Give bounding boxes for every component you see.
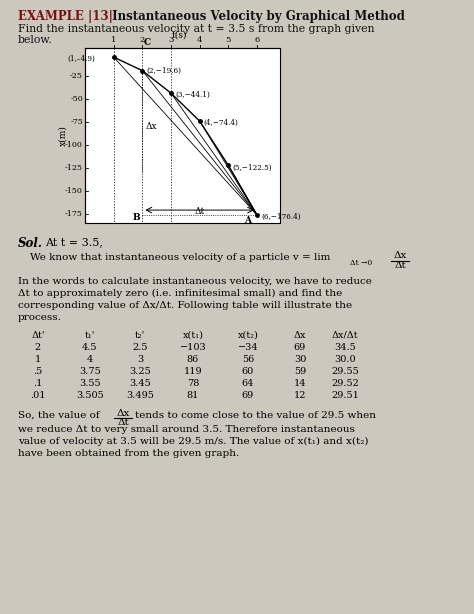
Text: Δt: Δt (394, 261, 406, 270)
Text: 56: 56 (242, 355, 254, 364)
Text: Δx: Δx (294, 331, 306, 340)
Text: .5: .5 (33, 367, 43, 376)
Text: 3: 3 (137, 355, 143, 364)
Text: 81: 81 (187, 391, 199, 400)
Text: −103: −103 (180, 343, 206, 352)
Text: Δx: Δx (146, 122, 157, 131)
Text: -75: -75 (70, 118, 83, 126)
Text: 69: 69 (242, 391, 254, 400)
Text: Δx: Δx (116, 409, 130, 418)
Text: -50: -50 (70, 95, 83, 103)
Text: -175: -175 (65, 210, 83, 218)
Text: In the words to calculate instantaneous velocity, we have to reduce: In the words to calculate instantaneous … (18, 277, 372, 286)
Text: 3: 3 (168, 36, 173, 44)
Text: below.: below. (18, 35, 53, 45)
Text: 5: 5 (226, 36, 231, 44)
Text: Δt': Δt' (31, 331, 45, 340)
Text: Δx/Δt: Δx/Δt (332, 331, 358, 340)
Text: -150: -150 (65, 187, 83, 195)
Text: process.: process. (18, 313, 62, 322)
Text: we reduce Δt to very small around 3.5. Therefore instantaneous: we reduce Δt to very small around 3.5. T… (18, 425, 355, 434)
Text: 59: 59 (294, 367, 306, 376)
Text: 2.5: 2.5 (132, 343, 148, 352)
Text: 86: 86 (187, 355, 199, 364)
Text: Δx: Δx (393, 251, 407, 260)
Text: -25: -25 (70, 72, 83, 80)
Text: 1: 1 (35, 355, 41, 364)
Text: 2: 2 (140, 36, 145, 44)
Bar (85, 48, 280, 223)
Text: So, the value of: So, the value of (18, 411, 100, 420)
Text: 1: 1 (111, 36, 116, 44)
Text: 4: 4 (87, 355, 93, 364)
Text: C: C (143, 38, 150, 47)
Text: Instantaneous Velocity by Graphical Method: Instantaneous Velocity by Graphical Meth… (108, 10, 405, 23)
Text: (4,−74.4): (4,−74.4) (204, 119, 238, 127)
Text: x(t₁): x(t₁) (182, 331, 203, 340)
Text: have been obtained from the given graph.: have been obtained from the given graph. (18, 449, 239, 458)
Text: We know that instantaneous velocity of a particle v = lim: We know that instantaneous velocity of a… (30, 253, 330, 262)
Text: 29.52: 29.52 (331, 379, 359, 388)
Text: x(t₂): x(t₂) (237, 331, 258, 340)
Text: 12: 12 (294, 391, 306, 400)
Text: 6: 6 (255, 36, 260, 44)
Text: 3.495: 3.495 (126, 391, 154, 400)
Text: Δt: Δt (117, 418, 129, 427)
Text: Δt: Δt (195, 207, 205, 216)
Text: 119: 119 (184, 367, 202, 376)
Text: -125: -125 (65, 164, 83, 172)
Text: Find the instantaneous velocity at t = 3.5 s from the graph given: Find the instantaneous velocity at t = 3… (18, 24, 374, 34)
Text: 4.5: 4.5 (82, 343, 98, 352)
Text: 14: 14 (294, 379, 306, 388)
Text: (2,−19.6): (2,−19.6) (146, 67, 182, 75)
Text: 3.75: 3.75 (79, 367, 101, 376)
Text: 64: 64 (242, 379, 254, 388)
Text: 3.55: 3.55 (79, 379, 101, 388)
Text: EXAMPLE |13|: EXAMPLE |13| (18, 10, 113, 23)
Text: −34: −34 (237, 343, 258, 352)
Text: 4: 4 (197, 36, 202, 44)
Text: -100: -100 (65, 141, 83, 149)
Text: t₂': t₂' (135, 331, 145, 340)
Text: 29.55: 29.55 (331, 367, 359, 376)
Text: (3,−44.1): (3,−44.1) (175, 91, 210, 99)
Text: 34.5: 34.5 (334, 343, 356, 352)
Text: 30.0: 30.0 (334, 355, 356, 364)
Text: 3.25: 3.25 (129, 367, 151, 376)
Text: value of velocity at 3.5 will be 29.5 m/s. The value of x(t₁) and x(t₂): value of velocity at 3.5 will be 29.5 m/… (18, 437, 368, 446)
Text: t₁': t₁' (85, 331, 95, 340)
Text: 69: 69 (294, 343, 306, 352)
Text: corresponding value of Δx/Δt. Following table will illustrate the: corresponding value of Δx/Δt. Following … (18, 301, 352, 310)
Text: tends to come close to the value of 29.5 when: tends to come close to the value of 29.5… (135, 411, 376, 420)
Text: Δt →0: Δt →0 (350, 259, 372, 267)
Text: 29.51: 29.51 (331, 391, 359, 400)
Text: .01: .01 (30, 391, 46, 400)
Text: .1: .1 (33, 379, 43, 388)
Text: 60: 60 (242, 367, 254, 376)
Text: (6,−176.4): (6,−176.4) (261, 213, 301, 221)
Text: Δt to approximately zero (i.e. infinitesimal small) and find the: Δt to approximately zero (i.e. infinites… (18, 289, 342, 298)
Text: Sol.: Sol. (18, 237, 43, 250)
Text: 3.505: 3.505 (76, 391, 104, 400)
Text: 2: 2 (35, 343, 41, 352)
Text: At t = 3.5,: At t = 3.5, (45, 237, 103, 247)
Text: A: A (244, 216, 251, 225)
Text: x(m): x(m) (58, 125, 67, 146)
Text: 3.45: 3.45 (129, 379, 151, 388)
Text: t(s): t(s) (172, 31, 187, 40)
Text: 30: 30 (294, 355, 306, 364)
Text: (5,−122.5): (5,−122.5) (232, 163, 272, 171)
Text: (1,–4.9): (1,–4.9) (68, 55, 96, 63)
Text: B: B (133, 213, 140, 222)
Text: 78: 78 (187, 379, 199, 388)
